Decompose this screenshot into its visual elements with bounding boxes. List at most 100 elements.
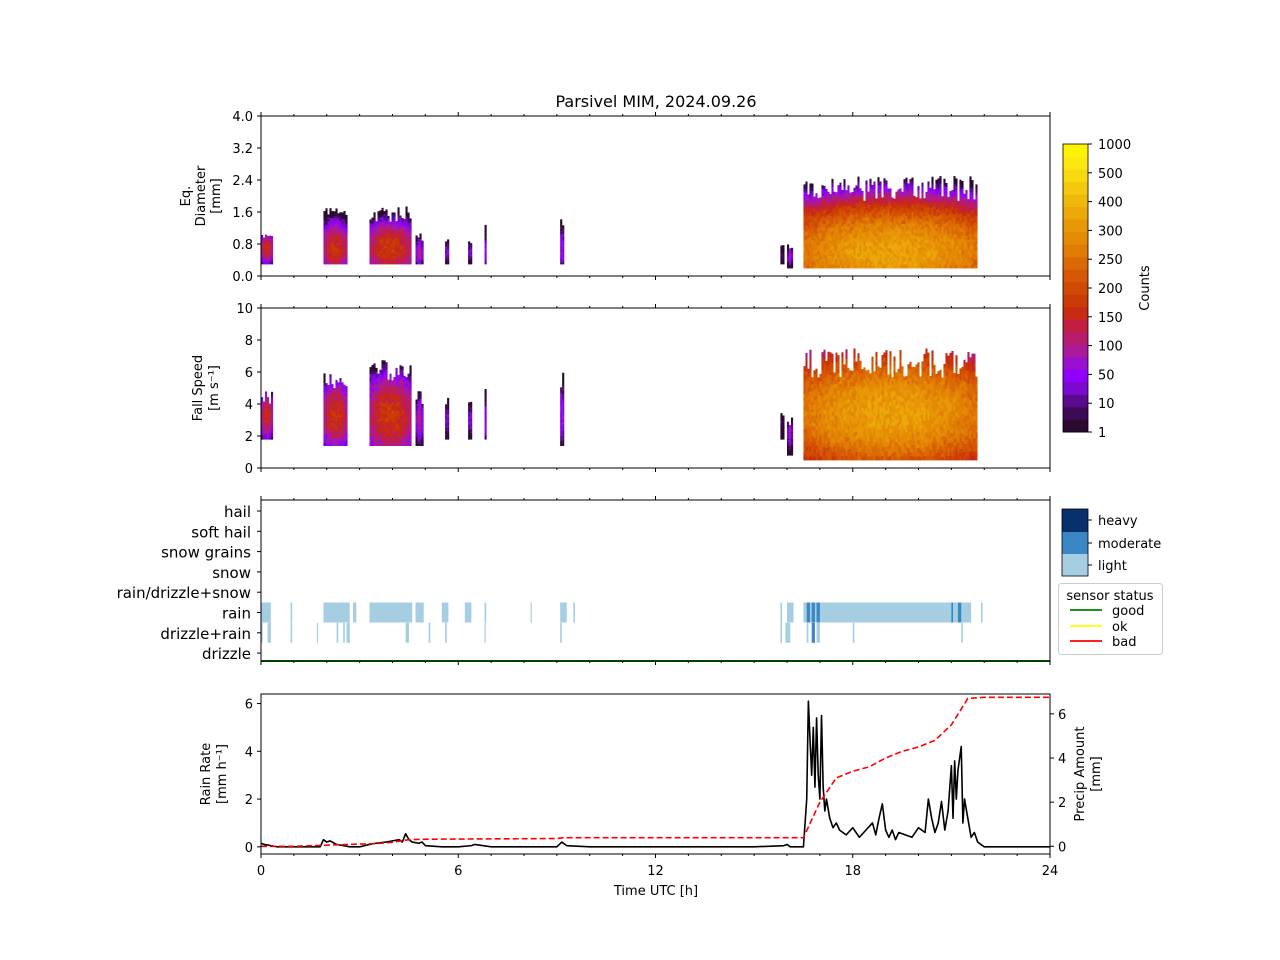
diameter-cell <box>929 217 932 222</box>
fall-speed-cell <box>409 382 412 386</box>
fall-speed-cell <box>782 422 785 424</box>
diameter-cell <box>939 206 942 211</box>
diameter-cell <box>893 207 896 211</box>
diameter-cell <box>371 219 374 222</box>
fall-speed-cell <box>560 406 563 410</box>
diameter-cell <box>821 188 824 193</box>
diameter-cell <box>911 207 914 212</box>
fall-speed-cell <box>323 382 326 386</box>
fall-speed-cell <box>560 433 563 437</box>
diameter-cell <box>891 215 894 219</box>
fall-speed-cell <box>379 376 382 380</box>
fall-speed-cell <box>803 405 806 410</box>
diameter-cell <box>265 244 268 247</box>
fall-speed-cell <box>333 426 336 430</box>
diameter-cell <box>887 238 890 242</box>
fall-speed-cell <box>377 376 380 380</box>
diameter-cell <box>323 248 326 252</box>
diameter-cell <box>831 201 834 206</box>
diameter-cell <box>421 252 424 254</box>
diameter-cell <box>827 229 830 234</box>
diameter-cell <box>895 223 898 228</box>
diameter-cell <box>805 185 808 190</box>
fall-speed-cell <box>371 398 374 403</box>
diameter-cell <box>395 253 398 256</box>
diameter-cell <box>484 254 487 257</box>
diameter-cell <box>447 251 450 254</box>
diameter-cell <box>909 230 912 236</box>
diameter-cell <box>947 232 950 236</box>
diameter-cell <box>383 250 386 254</box>
diameter-cell <box>951 225 954 230</box>
diameter-cell <box>967 262 970 266</box>
diameter-cell <box>811 194 814 199</box>
diameter-cell <box>401 258 404 261</box>
diameter-cell <box>345 223 348 226</box>
diameter-cell <box>841 242 844 246</box>
fall-speed-cell <box>337 424 340 428</box>
fall-speed-cell <box>560 423 563 427</box>
diameter-cell <box>935 212 938 217</box>
diameter-cell <box>780 248 783 250</box>
diameter-cell <box>383 217 386 221</box>
diameter-cell <box>951 235 954 240</box>
diameter-cell <box>905 245 908 250</box>
fall-speed-cell <box>381 370 384 375</box>
diameter-cell <box>881 253 884 257</box>
diameter-cell <box>945 193 948 198</box>
diameter-cell <box>887 241 890 246</box>
fall-speed-cell <box>417 391 420 394</box>
diameter-cell <box>883 256 886 261</box>
diameter-cell <box>943 178 946 183</box>
diameter-cell <box>967 239 970 243</box>
fall-speed-cell <box>470 403 473 406</box>
diameter-cell <box>409 231 412 234</box>
diameter-cell <box>835 258 838 263</box>
diameter-cell <box>470 249 473 251</box>
fall-speed-cell <box>331 404 334 408</box>
diameter-cell <box>405 230 408 234</box>
diameter-cell <box>887 195 890 199</box>
diameter-cell <box>395 230 398 233</box>
diameter-cell <box>470 255 473 257</box>
diameter-cell <box>853 191 856 195</box>
fall-speed-cell <box>263 414 266 417</box>
diameter-cell <box>379 210 382 213</box>
diameter-cell <box>845 255 848 259</box>
diameter-cell <box>343 237 346 241</box>
diameter-cell <box>919 215 922 220</box>
diameter-cell <box>883 253 886 258</box>
diameter-cell <box>877 249 880 254</box>
diameter-cell <box>377 248 380 252</box>
diameter-cell <box>271 238 274 240</box>
fall-speed-cell <box>261 402 264 405</box>
fall-speed-cell <box>811 422 814 426</box>
diameter-cell <box>833 264 836 269</box>
diameter-cell <box>815 233 818 238</box>
diameter-cell <box>789 252 792 254</box>
diameter-cell <box>849 264 852 269</box>
diameter-cell <box>943 245 946 250</box>
diameter-cell <box>813 247 816 251</box>
fall-speed-cell <box>803 413 806 418</box>
diameter-cell <box>847 250 850 255</box>
diameter-cell <box>371 256 374 259</box>
diameter-cell <box>831 189 834 195</box>
fall-speed-cell <box>401 396 404 400</box>
diameter-cell <box>967 210 970 214</box>
diameter-cell <box>837 250 840 255</box>
diameter-cell <box>911 185 914 190</box>
diameter-cell <box>897 212 900 217</box>
fall-speed-cell <box>791 434 794 437</box>
diameter-cell <box>873 235 876 240</box>
diameter-cell <box>819 250 822 254</box>
fall-speed-cell <box>395 374 398 378</box>
diameter-cell <box>805 206 808 211</box>
diameter-cell <box>905 177 908 182</box>
diameter-cell <box>782 245 785 248</box>
diameter-cell <box>879 210 882 215</box>
fall-speed-cell <box>811 449 814 454</box>
fall-speed-cell <box>381 424 384 429</box>
diameter-cell <box>341 223 344 226</box>
diameter-cell <box>379 259 382 263</box>
